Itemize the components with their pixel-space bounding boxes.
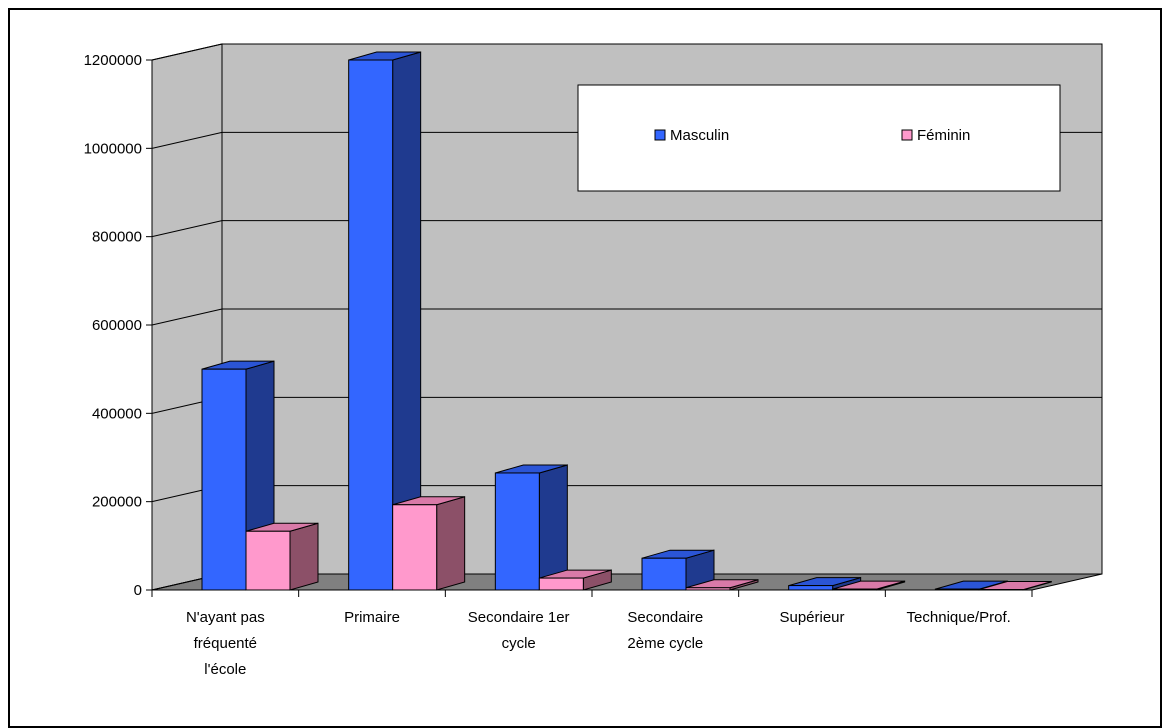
legend-swatch bbox=[902, 130, 912, 140]
x-category-labels: N'ayant pas fréquenté l'école Primaire Secon… bbox=[186, 609, 1011, 678]
y-tick-label: 800000 bbox=[92, 229, 142, 246]
y-tick-label: 1000000 bbox=[84, 140, 142, 157]
bar-front bbox=[202, 369, 246, 590]
bar-feminin bbox=[246, 523, 318, 590]
y-tick-label: 400000 bbox=[92, 405, 142, 422]
legend-label: Féminin bbox=[917, 127, 970, 144]
y-tick-labels: 0 200000 400000 600000 800000 1000000 1200000 bbox=[84, 52, 142, 599]
x-category-label: fréquenté bbox=[194, 635, 257, 652]
x-category-label: N'ayant pas bbox=[186, 609, 265, 626]
legend: Masculin Féminin bbox=[578, 85, 1060, 191]
bar-front bbox=[393, 505, 437, 590]
bar-side bbox=[290, 523, 318, 590]
bar-front bbox=[789, 586, 833, 590]
legend-box bbox=[578, 85, 1060, 191]
bar-front bbox=[495, 473, 539, 590]
bar-feminin bbox=[393, 497, 465, 590]
bar-front bbox=[246, 531, 290, 590]
x-category-label: Supérieur bbox=[779, 609, 844, 626]
bar-front bbox=[642, 558, 686, 590]
bar-front bbox=[539, 578, 583, 590]
x-category-label: Secondaire bbox=[627, 609, 703, 626]
x-category-label: Secondaire 1er bbox=[468, 609, 570, 626]
legend-label: Masculin bbox=[670, 127, 729, 144]
y-tick-label: 200000 bbox=[92, 494, 142, 511]
bar-masculin bbox=[495, 465, 567, 590]
x-category-label: Technique/Prof. bbox=[907, 609, 1011, 626]
y-tick-label: 600000 bbox=[92, 317, 142, 334]
bar-front bbox=[349, 60, 393, 590]
x-category-label: 2ème cycle bbox=[627, 635, 703, 652]
x-category-label: l'école bbox=[204, 661, 246, 678]
bar-side bbox=[437, 497, 465, 590]
legend-swatch bbox=[655, 130, 665, 140]
bar-chart-3d: 020000040000060000080000010000001200000 … bbox=[0, 0, 1170, 713]
y-tick-label: 1200000 bbox=[84, 52, 142, 69]
y-tick-label: 0 bbox=[134, 582, 142, 599]
x-category-label: cycle bbox=[502, 635, 536, 652]
x-category-label: Primaire bbox=[344, 609, 400, 626]
